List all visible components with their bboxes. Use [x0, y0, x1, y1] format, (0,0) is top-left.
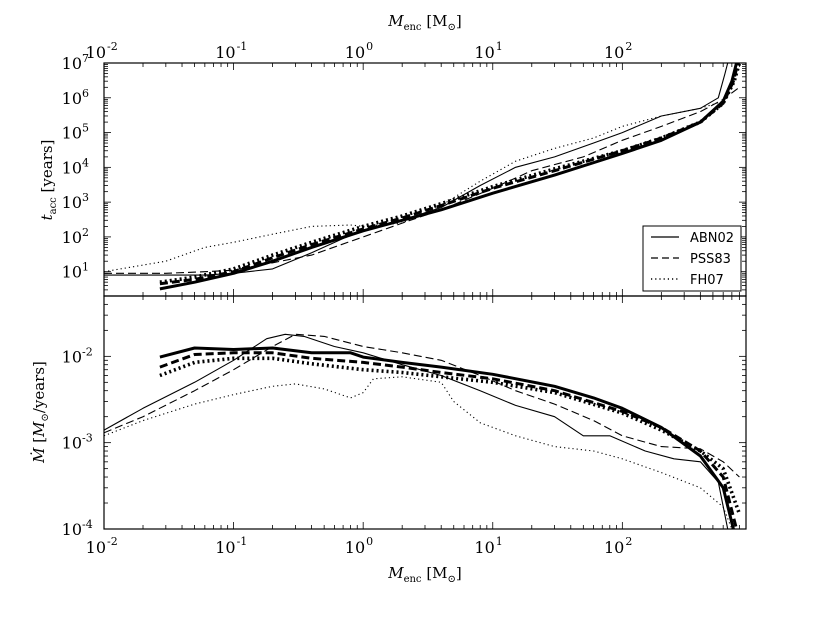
top-xtick-label: 10 [345, 43, 365, 62]
top-xtick-label: 10 [215, 43, 235, 62]
top-series-fh07-thin [104, 63, 738, 273]
bottom-series-pss83-thin [104, 333, 740, 478]
panel-bottom: 10 -410 -310 -210 -2 10 -1 10 0 10 1 10 2 [62, 295, 747, 557]
top-ytick-label: 10 [62, 124, 82, 143]
top-ytick-exponent: 1 [82, 261, 89, 274]
top-xtick-label: 10 [474, 43, 494, 62]
top-xtick-exponent: 2 [625, 40, 632, 53]
bottom-ytick-exponent: -3 [82, 432, 93, 445]
top-xtick-exponent: 1 [496, 40, 503, 53]
bottom-xtick-exponent: -2 [107, 535, 118, 548]
bottom-ytick-label: 10 [62, 434, 82, 453]
top-series-fh07-thick [159, 63, 742, 284]
top-series-pss83-thick [159, 63, 740, 286]
top-ytick-exponent: 5 [82, 122, 89, 135]
bottom-ylabel: Ṁ [M⊙/years] [30, 361, 51, 464]
bottom-ytick-exponent: -4 [82, 518, 93, 531]
top-xtick-label: 10 [604, 43, 624, 62]
top-ytick-label: 10 [62, 54, 82, 73]
legend-label-fh07: FH07 [690, 273, 724, 288]
top-series-group [104, 63, 742, 291]
bottom-xtick-exponent: 2 [625, 535, 632, 548]
bottom-xtick-label: 10 [86, 538, 106, 557]
bottom-ticks-group: 10 -410 -310 -210 -2 10 -1 10 0 10 1 10 2 [62, 295, 747, 557]
top-xtick-label: 10 [86, 43, 106, 62]
bottom-ytick-label: 10 [62, 347, 82, 366]
bottom-series-abn02-thick [159, 346, 735, 529]
bottom-xtick-exponent: 1 [496, 535, 503, 548]
bottom-xtick-label: 10 [215, 538, 235, 557]
bottom-xtick-label: 10 [474, 538, 494, 557]
legend-label-abn02: ABN02 [690, 231, 734, 246]
svg-text:Ṁ [M⊙/years]: Ṁ [M⊙/years] [30, 361, 51, 464]
legend: ABN02 PSS83 FH07 [642, 225, 742, 292]
top-ytick-label: 10 [62, 228, 82, 247]
legend-label-pss83: PSS83 [690, 252, 731, 267]
top-ytick-exponent: 3 [82, 191, 89, 204]
bottom-ytick-label: 10 [62, 520, 82, 539]
top-series-abn02-thin [104, 63, 729, 276]
top-xtick-exponent: 0 [366, 40, 373, 53]
bottom-ytick-exponent: -2 [82, 345, 93, 358]
top-ytick-exponent: 4 [82, 156, 89, 169]
top-ytick-label: 10 [62, 263, 82, 282]
bottom-xtick-label: 10 [345, 538, 365, 557]
top-ylabel: tacc [years] [38, 140, 59, 221]
top-ticks-group: 10 110 210 310 410 510 610 710 -2 10 -1 10 0 10 1 10 2 [62, 40, 747, 297]
bottom-frame [103, 295, 747, 530]
top-ytick-exponent: 7 [82, 52, 89, 65]
bottom-xlabel: Menc [M⊙] [387, 564, 462, 585]
bottom-series-fh07-thin [104, 376, 733, 529]
svg-text:tacc [years]: tacc [years] [38, 140, 59, 221]
bottom-series-group [104, 333, 742, 529]
top-xlabel: Menc [M⊙] [387, 12, 462, 33]
top-ytick-label: 10 [62, 158, 82, 177]
top-ytick-exponent: 6 [82, 87, 89, 100]
panel-top: 10 110 210 310 410 510 610 710 -2 10 -1 10 0 10 1 10 2 [62, 40, 747, 297]
bottom-xtick-exponent: -1 [237, 535, 248, 548]
bottom-series-pss83-thick [159, 351, 738, 529]
top-ytick-exponent: 2 [82, 226, 89, 239]
top-xtick-exponent: -2 [107, 40, 118, 53]
bottom-xtick-exponent: 0 [366, 535, 373, 548]
top-ytick-label: 10 [62, 193, 82, 212]
top-xtick-exponent: -1 [237, 40, 248, 53]
bottom-xtick-label: 10 [604, 538, 624, 557]
top-ytick-label: 10 [62, 89, 82, 108]
bottom-series-fh07-thick [159, 356, 742, 515]
